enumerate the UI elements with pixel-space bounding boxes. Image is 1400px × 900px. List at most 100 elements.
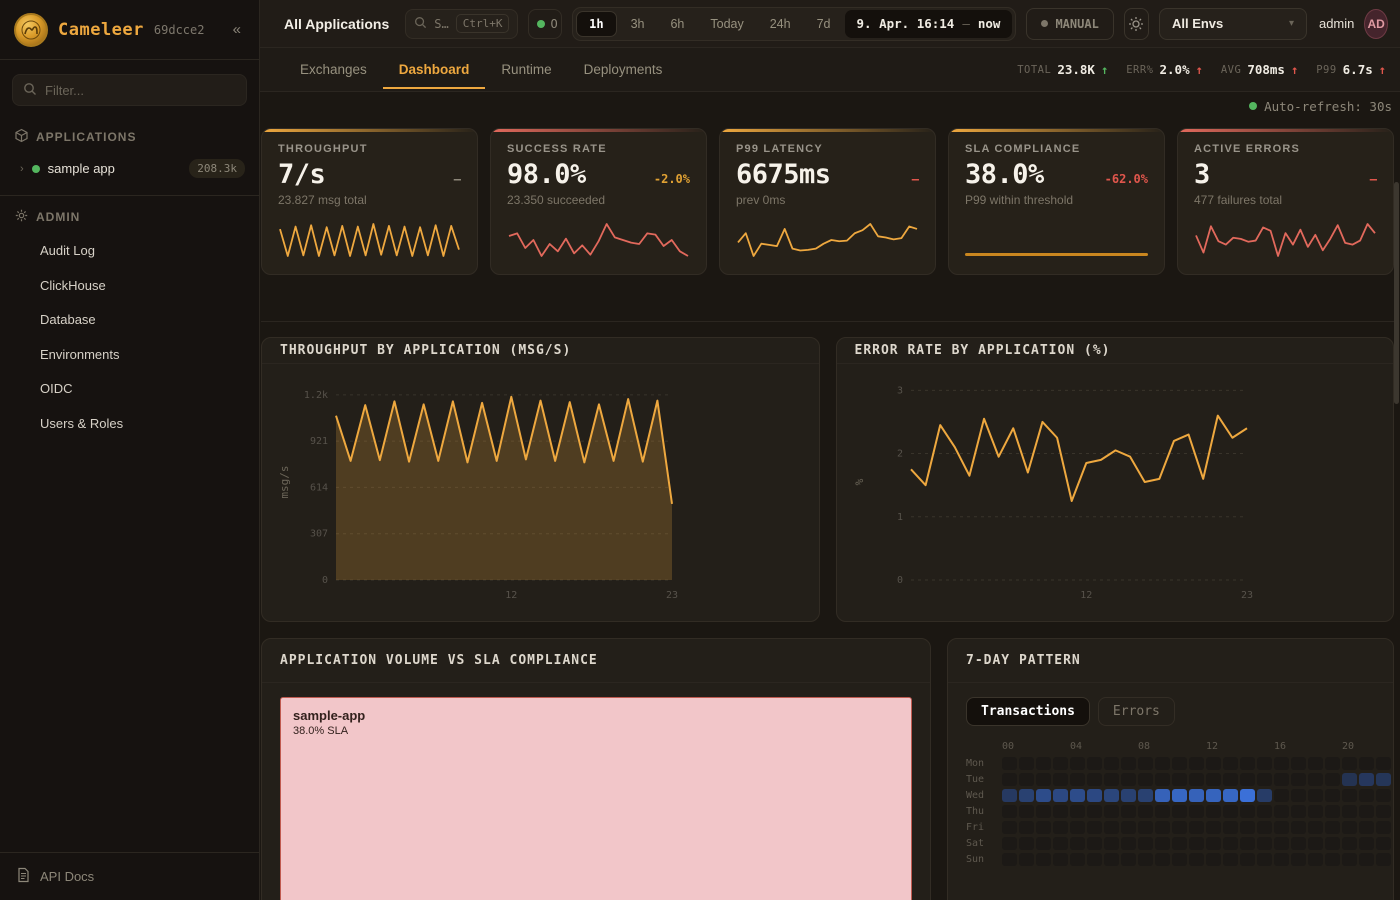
heatmap-cell[interactable] [1240, 804, 1255, 818]
global-search[interactable]: S… Ctrl+K [405, 8, 519, 39]
heatmap-cell[interactable] [1104, 788, 1119, 802]
heatmap-cell[interactable] [1121, 836, 1136, 850]
heatmap-cell[interactable] [1053, 820, 1068, 834]
heatmap-cell[interactable] [1206, 804, 1221, 818]
heatmap-cell[interactable] [1257, 788, 1272, 802]
heatmap-cell[interactable] [1393, 789, 1394, 802]
date-range-pill[interactable]: 9. Apr. 16:14 – now [844, 9, 1013, 38]
heatmap-cell[interactable] [1291, 772, 1306, 786]
heatmap-cell[interactable] [1138, 820, 1153, 834]
heatmap-cell[interactable] [1342, 852, 1357, 866]
heatmap-cell[interactable] [1342, 820, 1357, 834]
heatmap-cell[interactable] [1257, 772, 1272, 786]
heatmap-cell[interactable] [1223, 804, 1238, 818]
heatmap-cell[interactable] [1053, 756, 1068, 770]
sidebar-item-audit-log[interactable]: Audit Log [40, 243, 95, 258]
heatmap-cell[interactable] [1070, 804, 1085, 818]
heatmap-cell[interactable] [1240, 836, 1255, 850]
heatmap-cell[interactable] [1325, 852, 1340, 866]
heatmap-cell[interactable] [1223, 772, 1238, 786]
heatmap-cell[interactable] [1359, 772, 1374, 786]
time-range-24h[interactable]: 24h [769, 16, 791, 31]
heatmap-cell[interactable] [1342, 756, 1357, 770]
heatmap-cell[interactable] [1376, 852, 1391, 866]
heatmap-cell[interactable] [1206, 756, 1221, 770]
heatmap-cell[interactable] [1274, 756, 1289, 770]
env-select[interactable]: All Envs ▾ [1158, 7, 1307, 40]
heatmap-cell[interactable] [1206, 820, 1221, 834]
heatmap-cell[interactable] [1189, 788, 1204, 802]
heatmap-cell[interactable] [1393, 853, 1394, 866]
sidebar-item-sample-app[interactable]: › sample app 208.3k [0, 152, 259, 185]
sidebar-item-environments[interactable]: Environments [40, 346, 120, 362]
heatmap-cell[interactable] [1087, 836, 1102, 850]
heatmap-cell[interactable] [1240, 820, 1255, 834]
heatmap-cell[interactable] [1019, 852, 1034, 866]
heatmap-cell[interactable] [1104, 804, 1119, 818]
heatmap-cell[interactable] [1087, 788, 1102, 802]
tab-runtime[interactable]: Runtime [501, 62, 552, 77]
heatmap-cell[interactable] [1189, 852, 1204, 866]
heatmap-cell[interactable] [1053, 772, 1068, 786]
heatmap-cell[interactable] [1087, 756, 1102, 770]
online-indicator[interactable]: O [528, 8, 563, 39]
heatmap-cell[interactable] [1240, 756, 1255, 770]
heatmap-cell[interactable] [1155, 804, 1170, 818]
filter-box[interactable] [12, 74, 247, 106]
heatmap-cell[interactable] [1155, 836, 1170, 850]
sidebar-collapse-icon[interactable]: « [232, 21, 241, 38]
heatmap-cell[interactable] [1359, 836, 1374, 850]
heatmap-cell[interactable] [1019, 836, 1034, 850]
heatmap-cell[interactable] [1342, 788, 1357, 802]
heatmap-cell[interactable] [1325, 772, 1340, 786]
heatmap-cell[interactable] [1189, 804, 1204, 818]
heatmap-cell[interactable] [1308, 804, 1323, 818]
heatmap-cell[interactable] [1138, 804, 1153, 818]
kpi-card-active-errors[interactable]: ACTIVE ERRORS 3 – 477 failures total [1177, 128, 1394, 275]
heatmap-cell[interactable] [1376, 836, 1391, 850]
heatmap-cell[interactable] [1019, 804, 1034, 818]
heatmap-cell[interactable] [1036, 804, 1051, 818]
heatmap-cell[interactable] [1172, 820, 1187, 834]
heatmap-cell[interactable] [1053, 788, 1068, 802]
heatmap-cell[interactable] [1053, 852, 1068, 866]
heatmap-cell[interactable] [1274, 772, 1289, 786]
theme-toggle-button[interactable] [1123, 7, 1149, 40]
heatmap-cell[interactable] [1002, 820, 1017, 834]
heatmap-cell[interactable] [1291, 836, 1306, 850]
heatmap-cell[interactable] [1240, 772, 1255, 786]
tab-deployments[interactable]: Deployments [583, 62, 663, 77]
heatmap-cell[interactable] [1257, 852, 1272, 866]
heatmap-cell[interactable] [1070, 756, 1085, 770]
heatmap-cell[interactable] [1189, 820, 1204, 834]
heatmap-cell[interactable] [1002, 804, 1017, 818]
heatmap-cell[interactable] [1291, 852, 1306, 866]
heatmap-cell[interactable] [1138, 756, 1153, 770]
heatmap-cell[interactable] [1393, 821, 1394, 834]
heatmap-cell[interactable] [1002, 788, 1017, 802]
heatmap-cell[interactable] [1155, 852, 1170, 866]
heatmap-cell[interactable] [1070, 820, 1085, 834]
heatmap-cell[interactable] [1002, 836, 1017, 850]
heatmap-cell[interactable] [1104, 836, 1119, 850]
sidebar-item-users-roles[interactable]: Users & Roles [40, 415, 124, 431]
treemap-cell-sample-app[interactable]: sample-app 38.0% SLA [280, 697, 912, 900]
heatmap-cell[interactable] [1019, 820, 1034, 834]
heatmap-cell[interactable] [1359, 804, 1374, 818]
heatmap-cell[interactable] [1206, 836, 1221, 850]
heatmap-cell[interactable] [1291, 756, 1306, 770]
heatmap-cell[interactable] [1206, 852, 1221, 866]
heatmap-cell[interactable] [1121, 788, 1136, 802]
kpi-card-sla-compliance[interactable]: SLA COMPLIANCE 38.0% -62.0% P99 within th… [948, 128, 1165, 275]
heatmap-cell[interactable] [1325, 804, 1340, 818]
time-range-7d[interactable]: 7d [816, 16, 831, 31]
heatmap-cell[interactable] [1036, 756, 1051, 770]
heatmap-cell[interactable] [1240, 788, 1255, 802]
heatmap-cell[interactable] [1359, 756, 1374, 770]
heatmap-cell[interactable] [1274, 836, 1289, 850]
chevron-right-icon[interactable]: › [20, 162, 24, 175]
heatmap-cell[interactable] [1325, 756, 1340, 770]
heatmap-cell[interactable] [1172, 836, 1187, 850]
heatmap-cell[interactable] [1189, 772, 1204, 786]
heatmap-cell[interactable] [1359, 788, 1374, 802]
